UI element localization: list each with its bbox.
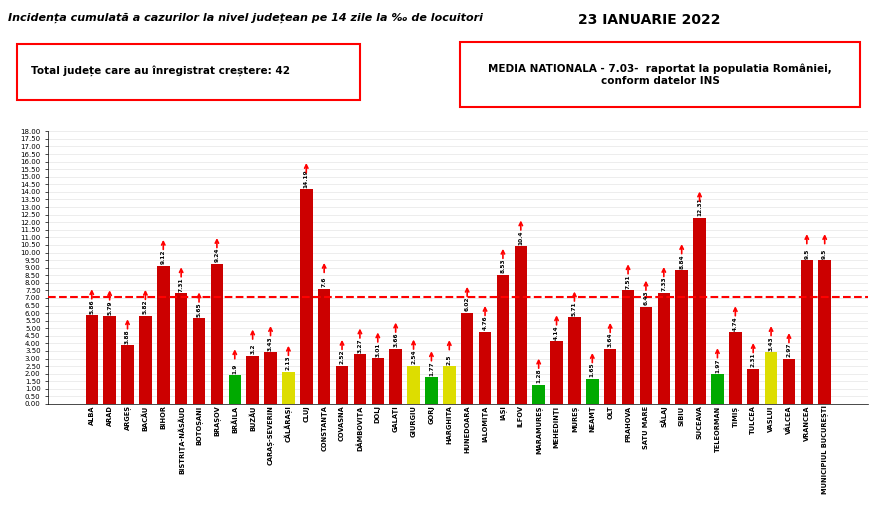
- Bar: [193, 319, 205, 404]
- Bar: [425, 377, 438, 404]
- Text: 3.2: 3.2: [250, 343, 255, 354]
- Bar: [818, 260, 831, 404]
- Text: 9.24: 9.24: [214, 248, 219, 263]
- Bar: [711, 374, 724, 404]
- Text: 3.43: 3.43: [268, 336, 273, 350]
- Bar: [157, 266, 169, 404]
- Text: 23 IANUARIE 2022: 23 IANUARIE 2022: [578, 13, 720, 27]
- Bar: [461, 313, 474, 404]
- Text: 12.31: 12.31: [697, 197, 702, 216]
- Bar: [353, 355, 367, 404]
- Text: 14.19: 14.19: [303, 169, 309, 187]
- Text: 4.76: 4.76: [482, 316, 488, 330]
- Bar: [103, 316, 116, 404]
- Text: 9.5: 9.5: [804, 248, 809, 259]
- Bar: [86, 315, 98, 404]
- Text: 10.4: 10.4: [518, 230, 524, 245]
- FancyBboxPatch shape: [460, 42, 859, 107]
- Text: Total județe care au înregistrat creștere: 42: Total județe care au înregistrat creșter…: [31, 66, 289, 76]
- Bar: [694, 218, 706, 404]
- Bar: [586, 379, 599, 404]
- Text: 4.74: 4.74: [733, 316, 738, 331]
- Text: 2.97: 2.97: [787, 343, 791, 358]
- Bar: [246, 356, 259, 404]
- Bar: [336, 366, 348, 404]
- Bar: [300, 189, 312, 404]
- Text: 7.33: 7.33: [661, 277, 667, 291]
- Bar: [479, 332, 491, 404]
- Bar: [317, 289, 331, 404]
- Text: 5.82: 5.82: [143, 299, 148, 314]
- Bar: [622, 290, 634, 404]
- Bar: [729, 332, 742, 404]
- Bar: [496, 275, 510, 404]
- Text: 1.65: 1.65: [590, 363, 595, 378]
- Text: 1.9: 1.9: [232, 363, 238, 374]
- Bar: [264, 352, 277, 404]
- Text: 2.5: 2.5: [446, 354, 452, 365]
- Text: 3.43: 3.43: [768, 336, 774, 350]
- Text: 7.51: 7.51: [625, 274, 631, 289]
- Bar: [372, 359, 384, 404]
- Bar: [568, 318, 581, 404]
- Text: 4.14: 4.14: [554, 325, 559, 340]
- Bar: [550, 341, 563, 404]
- Text: 3.66: 3.66: [393, 332, 398, 347]
- Bar: [658, 293, 670, 404]
- Bar: [604, 349, 617, 404]
- Text: 2.52: 2.52: [339, 349, 345, 364]
- Text: 7.6: 7.6: [322, 277, 326, 287]
- Text: 3.88: 3.88: [125, 329, 130, 344]
- Text: 7.31: 7.31: [179, 277, 183, 292]
- Bar: [801, 260, 813, 404]
- Text: 5.71: 5.71: [572, 301, 577, 316]
- Text: 5.86: 5.86: [89, 299, 94, 314]
- Text: 8.84: 8.84: [679, 254, 684, 269]
- Text: MEDIA NATIONALA - 7.03-  raportat la populatia României,
conform datelor INS: MEDIA NATIONALA - 7.03- raportat la popu…: [488, 64, 831, 85]
- FancyBboxPatch shape: [17, 44, 360, 100]
- Text: 1.97: 1.97: [715, 358, 720, 373]
- Bar: [139, 316, 152, 404]
- Bar: [210, 264, 223, 404]
- Text: 9.12: 9.12: [160, 250, 166, 264]
- Text: 1.28: 1.28: [536, 369, 541, 383]
- Text: 6.43: 6.43: [644, 290, 648, 305]
- Text: 6.02: 6.02: [465, 297, 470, 311]
- Text: 5.79: 5.79: [107, 300, 112, 315]
- Text: 8.53: 8.53: [501, 259, 505, 273]
- Text: 5.65: 5.65: [196, 302, 202, 317]
- Bar: [515, 246, 527, 404]
- Bar: [782, 359, 795, 404]
- Bar: [407, 366, 420, 404]
- Bar: [443, 366, 455, 404]
- Bar: [639, 307, 652, 404]
- Bar: [175, 293, 188, 404]
- Bar: [229, 375, 241, 404]
- Bar: [765, 352, 777, 404]
- Text: 1.77: 1.77: [429, 361, 434, 376]
- Text: 3.27: 3.27: [358, 338, 362, 353]
- Bar: [282, 372, 295, 404]
- Bar: [675, 270, 688, 404]
- Text: Incidența cumulată a cazurilor la nivel județean pe 14 zile la ‰ de locuitori: Incidența cumulată a cazurilor la nivel …: [8, 13, 483, 23]
- Bar: [389, 348, 402, 404]
- Text: 3.01: 3.01: [375, 342, 381, 357]
- Bar: [532, 385, 545, 404]
- Bar: [121, 345, 134, 404]
- Bar: [747, 369, 759, 404]
- Text: 3.64: 3.64: [608, 333, 613, 347]
- Text: 9.5: 9.5: [823, 248, 827, 259]
- Text: 2.13: 2.13: [286, 356, 291, 370]
- Text: 2.31: 2.31: [751, 353, 756, 368]
- Text: 2.54: 2.54: [411, 349, 416, 364]
